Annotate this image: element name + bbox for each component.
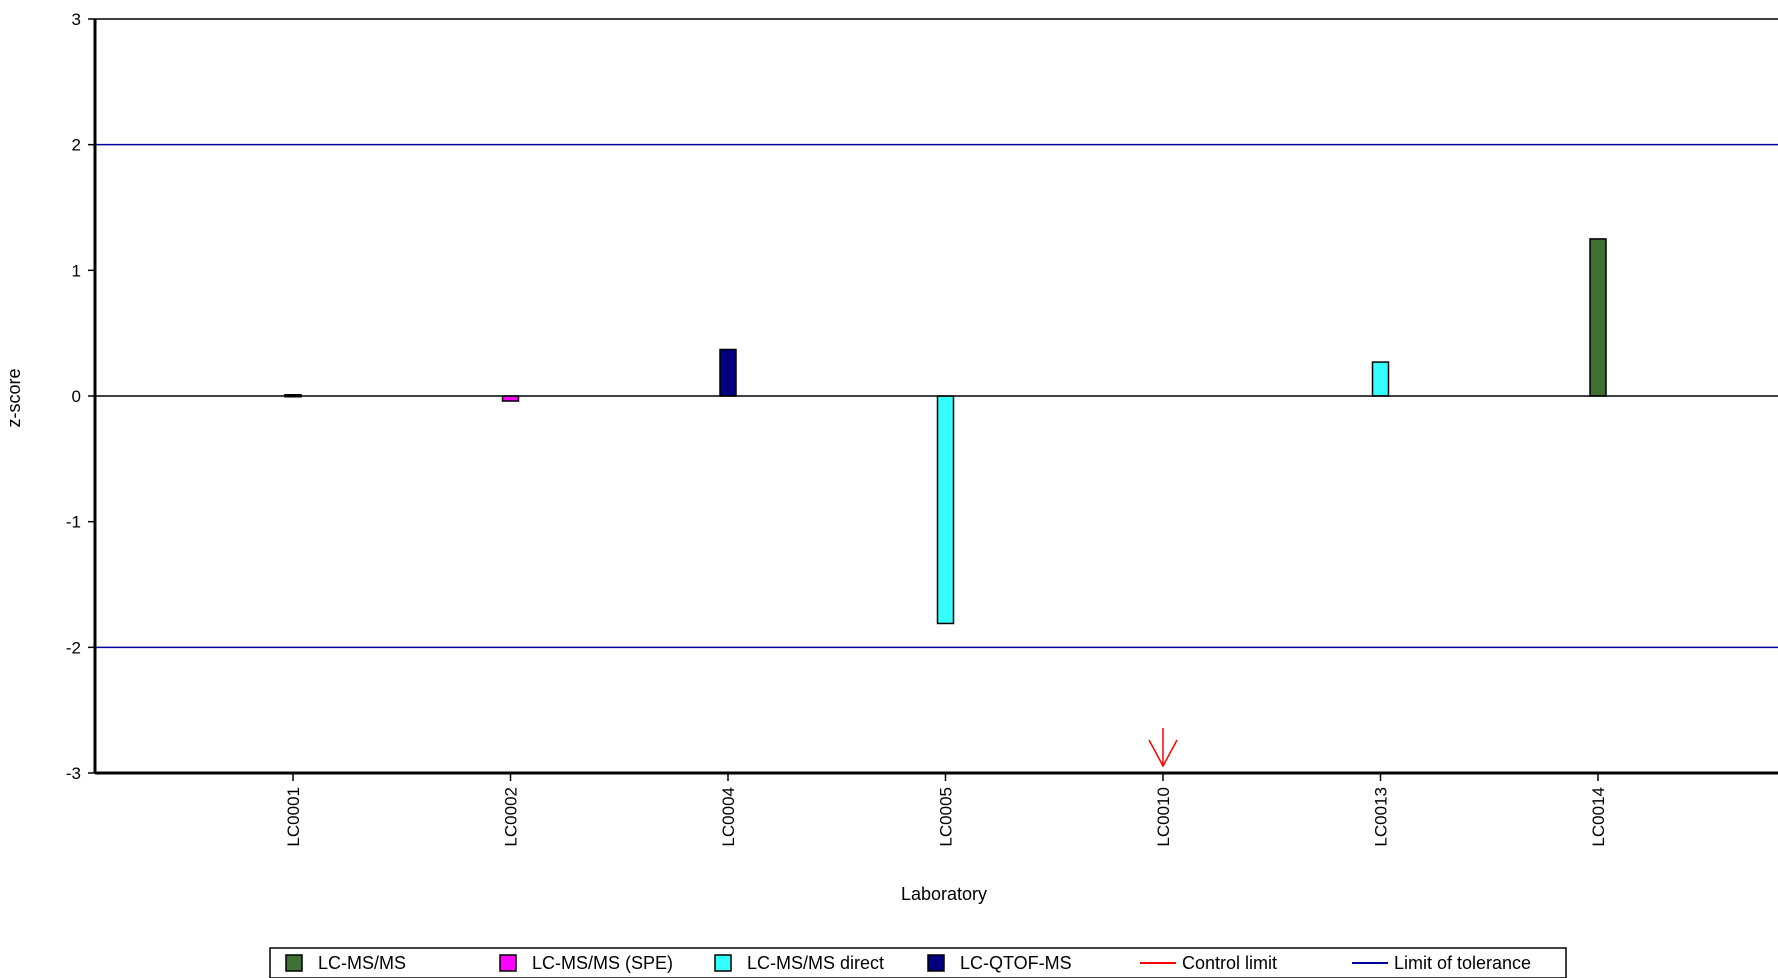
x-tick-label: LC0004 (719, 787, 738, 847)
legend-label: Limit of tolerance (1394, 953, 1531, 973)
legend-label: LC-MS/MS direct (747, 953, 884, 973)
legend-item: LC-MS/MS (SPE) (499, 953, 673, 973)
bar-lc0014 (1589, 238, 1607, 397)
y-tick-label: 2 (72, 136, 81, 155)
bar-lc0002 (501, 395, 520, 402)
x-tick-label: LC0005 (937, 787, 956, 847)
legend: LC-MS/MS LC-MS/MS (SPE) LC-MS/MS direct LC-… (269, 947, 1567, 978)
y-tick-label: -3 (66, 764, 81, 783)
legend-label: LC-MS/MS (SPE) (532, 953, 673, 973)
y-tick-label: 3 (72, 10, 81, 29)
y-axis-title: z-score (4, 368, 24, 427)
x-tick-label: LC0014 (1589, 787, 1608, 847)
y-tick-label: 1 (72, 261, 81, 280)
legend-item: Control limit (1140, 953, 1277, 973)
x-axis: LC0001 LC0002 LC0004 LC0005 LC0010 LC0013 LC00… (95, 771, 1778, 847)
legend-swatch (714, 954, 732, 972)
y-axis: 3 2 1 0 -1 -2 -3 (66, 10, 97, 783)
legend-swatch (499, 954, 517, 972)
x-axis-title: Laboratory (901, 884, 987, 904)
legend-item: LC-QTOF-MS (927, 953, 1072, 973)
off-scale-arrow-lc0010 (1148, 728, 1178, 768)
legend-item: LC-MS/MS (285, 953, 406, 973)
legend-swatch (285, 954, 303, 972)
y-tick-label: -2 (66, 638, 81, 657)
y-tick-label: -1 (66, 513, 81, 532)
x-tick-label: LC0002 (502, 787, 521, 847)
legend-swatch (927, 954, 945, 972)
bar-lc0005 (936, 395, 955, 625)
bar-lc0013 (1371, 361, 1390, 397)
x-tick-label: LC0013 (1372, 787, 1391, 847)
y-tick-label: 0 (72, 387, 81, 406)
legend-item: Limit of tolerance (1352, 953, 1531, 973)
legend-item: LC-MS/MS direct (714, 953, 884, 973)
legend-label: Control limit (1182, 953, 1277, 973)
x-tick-label: LC0010 (1154, 787, 1173, 847)
bar-lc0004 (719, 348, 737, 397)
legend-label: LC-MS/MS (318, 953, 406, 973)
x-tick-label: LC0001 (284, 787, 303, 847)
legend-frame (269, 947, 1567, 978)
plot-area (95, 18, 1778, 768)
legend-label: LC-QTOF-MS (960, 953, 1072, 973)
